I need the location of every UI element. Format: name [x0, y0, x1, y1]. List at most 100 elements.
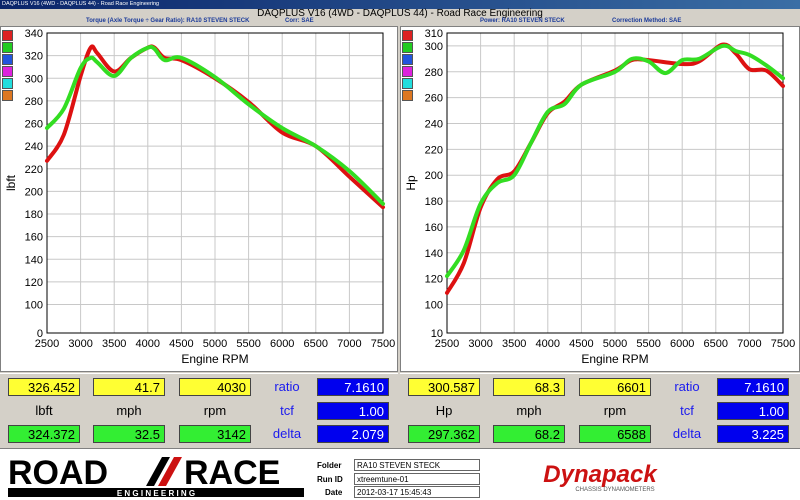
torque-subtitle: Torque (Axle Torque ÷ Gear Ratio): RA10 …	[86, 18, 250, 24]
tcf-label: tcf	[280, 403, 294, 418]
x-tick-label: 4500	[169, 338, 193, 350]
x-tick-label: 2500	[35, 338, 59, 350]
y-tick-label: 0	[37, 328, 43, 340]
torque-unit-label: lbft	[35, 403, 53, 418]
x-tick-label: 5500	[236, 338, 260, 350]
mph-label: mph	[516, 403, 542, 418]
run-swatch-0[interactable]	[402, 30, 413, 41]
delta-label: delta	[272, 426, 302, 441]
logo-stripe-black	[146, 457, 170, 486]
y-tick-label: 220	[425, 144, 443, 156]
ref-mph-value: 68.2	[493, 425, 565, 443]
y-tick-label: 200	[25, 186, 43, 198]
run-swatch-5[interactable]	[402, 90, 413, 101]
x-tick-label: 6000	[670, 338, 694, 350]
y-tick-label: 240	[425, 119, 443, 131]
run-swatch-1[interactable]	[2, 42, 13, 53]
delta-label: delta	[672, 426, 702, 441]
road-race-logo: ROAD RACE E N G I N E E R I N G	[8, 454, 304, 498]
y-tick-label: 200	[425, 170, 443, 182]
y-axis-label: lbft	[4, 174, 18, 191]
y-tick-label: 310	[425, 28, 443, 40]
x-tick-label: 6500	[304, 338, 328, 350]
date-field[interactable]: 2012-03-17 15:45:43	[354, 486, 480, 498]
footer: ROAD RACE E N G I N E E R I N G Folder R…	[0, 448, 800, 500]
y-tick-label: 180	[425, 196, 443, 208]
run-swatch-2[interactable]	[402, 54, 413, 65]
run-swatch-3[interactable]	[402, 66, 413, 77]
y-tick-label: 120	[25, 277, 43, 289]
torque-correction: Corr: SAE	[285, 18, 314, 24]
tcf-label: tcf	[680, 403, 694, 418]
rpm-label: rpm	[203, 403, 227, 418]
hp-unit-label: Hp	[435, 403, 453, 418]
ref-mph-value: 32.5	[93, 425, 165, 443]
tcf-value: 1.00	[717, 402, 789, 420]
y-tick-label: 220	[25, 164, 43, 176]
run-swatch-5[interactable]	[2, 90, 13, 101]
folder-field[interactable]: RA10 STEVEN STECK	[354, 459, 480, 471]
torque-chart: 2500 3000 3500 4000 4500 5000 5500 6000 6500 7000…	[4, 28, 395, 366]
power-correction: Correction Method: SAE	[612, 18, 682, 24]
y-tick-label: 320	[25, 51, 43, 63]
run-swatch-2[interactable]	[2, 54, 13, 65]
main-title: DAQPLUS V16 (4WD - DAQPLUS 44) - Road Ra…	[257, 8, 543, 19]
cursor-mph-value: 41.7	[93, 378, 165, 396]
y-tick-label: 100	[425, 300, 443, 312]
power-subtitle: Power: RA10 STEVEN STECK	[480, 18, 565, 24]
y-tick-label: 100	[25, 300, 43, 312]
x-tick-label: 3000	[68, 338, 92, 350]
run-swatch-0[interactable]	[2, 30, 13, 41]
x-tick-label: 7500	[771, 338, 795, 350]
ratio-label: ratio	[674, 379, 700, 394]
logo-sub-bar	[8, 488, 304, 497]
x-tick-label: 7000	[737, 338, 761, 350]
y-tick-label: 300	[425, 41, 443, 53]
logo-race-text: RACE	[184, 454, 280, 492]
run-swatch-3[interactable]	[2, 66, 13, 77]
x-tick-label: 4000	[136, 338, 160, 350]
ratio-value: 7.1610	[317, 378, 389, 396]
dynapack-brand-text: Dynapack	[543, 461, 658, 488]
ratio-label: ratio	[274, 379, 300, 394]
ref-torque-value: 324.372	[8, 425, 80, 443]
run-swatch-4[interactable]	[2, 78, 13, 89]
series-line-1	[445, 43, 785, 279]
x-tick-label: 5500	[636, 338, 660, 350]
plot-frame	[46, 32, 384, 334]
y-tick-label: 280	[425, 67, 443, 79]
cursor-mph-value: 68.3	[493, 378, 565, 396]
runid-field[interactable]: xtreemtune-01	[354, 473, 480, 485]
x-tick-label: 3500	[502, 338, 526, 350]
runid-label: Run ID	[317, 475, 343, 484]
power-readout: 300.587 68.3 6601 Hp mph rpm 297.362 68.…	[400, 373, 800, 447]
series-line-1	[45, 44, 385, 206]
folder-label: Folder	[317, 461, 342, 470]
logo-sub-text: E N G I N E E R I N G	[117, 489, 195, 498]
y-tick-label: 160	[425, 222, 443, 234]
y-tick-label: 280	[25, 96, 43, 108]
torque-chart-panel: 2500 3000 3500 4000 4500 5000 5500 6000 6500 7000…	[0, 26, 398, 372]
cursor-hp-value: 300.587	[408, 378, 480, 396]
ref-rpm-value: 6588	[579, 425, 651, 443]
mph-label: mph	[116, 403, 142, 418]
run-swatches-right	[402, 30, 413, 102]
y-axis-label: Hp	[404, 175, 418, 191]
logo-road-text: ROAD	[8, 454, 108, 492]
plot-frame	[446, 32, 784, 334]
title-bar[interactable]: DAQPLUS V16 (4WD - DAQPLUS 44) - Road Ra…	[0, 0, 800, 9]
x-tick-label: 7000	[337, 338, 361, 350]
power-chart-panel: 2500 3000 3500 4000 4500 5000 5500 6000 6500 7000…	[400, 26, 800, 372]
y-tick-label: 140	[25, 254, 43, 266]
x-tick-label: 3500	[102, 338, 126, 350]
cursor-rpm-value: 4030	[179, 378, 251, 396]
logo-stripe-red	[158, 457, 182, 486]
x-tick-label: 5000	[203, 338, 227, 350]
x-tick-label: 7500	[371, 338, 395, 350]
run-swatch-4[interactable]	[402, 78, 413, 89]
y-tick-label: 260	[25, 119, 43, 131]
window-title: DAQPLUS V16 (4WD - DAQPLUS 44) - Road Ra…	[2, 1, 160, 7]
y-tick-label: 10	[431, 328, 443, 340]
run-swatch-1[interactable]	[402, 42, 413, 53]
